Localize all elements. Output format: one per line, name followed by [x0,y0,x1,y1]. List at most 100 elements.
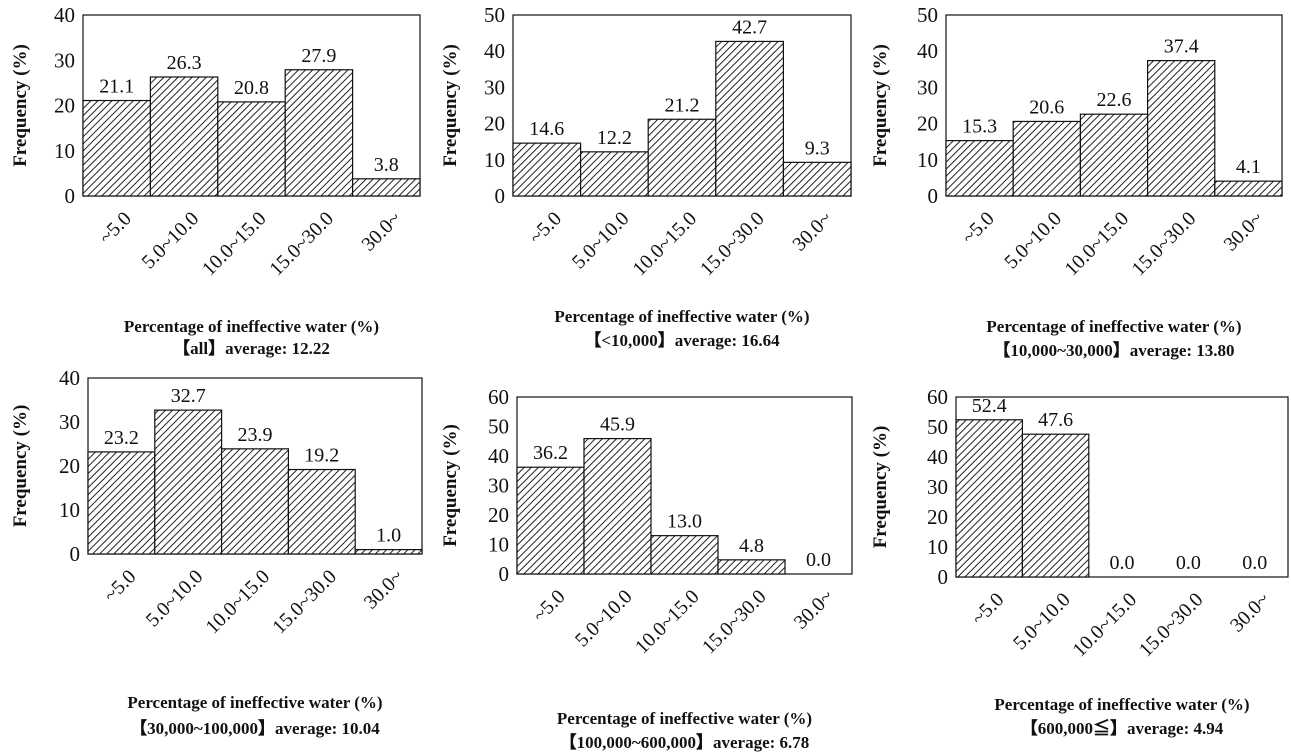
chart4-bar-3 [287,468,356,555]
chart2-value-label-2: 21.2 [665,94,700,116]
chart6-ytick-6: 60 [927,385,948,409]
chart2-ylabel: Frequency (%) [440,44,461,167]
chart6-value-label-4: 0.0 [1242,552,1267,574]
chart1-ylabel: Frequency (%) [10,44,31,167]
chart5-category-label-0: ~5.0 [529,586,570,627]
chart5-ytick-5: 50 [488,415,509,439]
chart6-bar-0 [955,419,1024,578]
chart6-ytick-4: 40 [927,445,948,469]
chart4-value-label-3: 19.2 [304,445,339,467]
chart6-value-label-0: 52.4 [972,395,1007,417]
chart4-ytick-3: 30 [59,410,80,434]
chart1-ytick-4: 40 [54,3,75,27]
chart1-value-label-4: 3.8 [374,154,399,176]
chart5-bar-0 [516,466,585,575]
chart3-ylabel: Frequency (%) [870,44,891,167]
chart4-value-label-2: 23.9 [238,424,273,446]
chart6-ytick-0: 0 [938,565,949,589]
chart5-value-label-0: 36.2 [533,442,568,464]
chart4-ytick-2: 20 [59,454,80,478]
chart1-ytick-3: 30 [54,48,75,72]
chart5-value-label-1: 45.9 [600,414,635,436]
chart5-ytick-0: 0 [499,562,510,586]
chart6-ytick-3: 30 [927,475,948,499]
chart2-category-label-3: 15.0~30.0 [696,208,769,281]
chart1-ytick-2: 20 [54,94,75,118]
chart5-value-label-4: 0.0 [806,549,831,571]
chart6-ytick-5: 50 [927,415,948,439]
chart5-bar-2 [650,535,719,575]
chart6-svg: 0 10 20 30 40 50 60 Frequency (%) 52.4 47.6 0.0 0.0… [870,385,1289,661]
chart4-category-label-0: ~5.0 [100,566,141,607]
chart5-bar-1 [583,437,652,575]
chart6-ylabel: Frequency (%) [870,426,891,549]
chart4-value-label-1: 32.7 [171,385,206,407]
chart1-category-label-4: 30.0~ [357,207,405,255]
chart4-title: 【30,000~100,000】average: 10.04 [130,719,380,738]
chart3-value-label-3: 37.4 [1164,36,1199,58]
chart5-bar-3 [717,559,786,575]
chart4-bar-4 [354,549,423,555]
chart4-bar-1 [154,409,223,555]
chart2-category-label-2: 10.0~15.0 [628,208,701,281]
chart5-ytick-2: 20 [488,503,509,527]
chart5-category-label-1: 5.0~10.0 [571,586,637,652]
chart5-ytick-6: 60 [488,385,509,409]
chart1-svg: 0 10 20 30 40 Frequency (%) 21.1 26.3 20.8 27.9 3.… [10,3,421,281]
chart5-value-label-2: 13.0 [667,511,702,533]
chart6-category-label-1: 5.0~10.0 [1009,589,1075,655]
chart4-category-label-3: 15.0~30.0 [268,566,341,639]
chart6-value-label-2: 0.0 [1110,552,1135,574]
chart2-value-label-0: 14.6 [529,118,564,140]
chart1-title: 【all】average: 12.22 [173,339,330,358]
chart2-ytick-0: 0 [495,184,506,208]
chart3-category-label-4: 30.0~ [1220,207,1268,255]
chart1-category-label-3: 15.0~30.0 [265,208,338,281]
chart3-bar-1 [1012,120,1081,197]
chart1-bar-2 [217,101,286,197]
chart3-value-label-1: 20.6 [1029,96,1064,118]
chart2-title: 【<10,000】average: 16.64 [584,331,780,350]
chart5-title: 【100,000~600,000】average: 6.78 [559,733,810,752]
chart3-ytick-3: 30 [917,75,938,99]
chart2-value-label-4: 9.3 [805,137,830,159]
chart4-svg: 0 10 20 30 40 Frequency (%) 23.2 32.7 23.9 19.2 1.… [10,370,423,639]
chart3-ytick-4: 40 [917,39,938,63]
chart2-ytick-1: 10 [484,148,505,172]
chart2-value-label-1: 12.2 [597,127,632,149]
chart3-ytick-5: 50 [917,3,938,27]
chart3-value-label-2: 22.6 [1097,89,1132,111]
chart1-value-label-1: 26.3 [167,52,202,74]
chart1-value-label-0: 21.1 [99,76,134,98]
chart4-value-label-4: 1.0 [376,525,401,547]
chart5-ytick-4: 40 [488,444,509,468]
chart5-category-label-3: 15.0~30.0 [698,586,771,659]
chart4-category-label-4: 30.0~ [360,565,408,613]
chart6-category-label-4: 30.0~ [1226,588,1274,636]
chart5-xlabel: Percentage of ineffective water (%) [556,709,813,728]
chart2-ytick-5: 50 [484,3,505,27]
chart3-bar-4 [1214,180,1283,197]
chart3-ytick-0: 0 [928,184,939,208]
chart4-xlabel: Percentage of ineffective water (%) [127,693,383,712]
chart6-category-label-0: ~5.0 [967,589,1008,630]
chart2-category-label-4: 30.0~ [788,207,836,255]
chart1-bar-0 [82,99,152,197]
chart6-title: 【600,000≦】average: 4.94 [1020,719,1224,738]
chart5-ylabel: Frequency (%) [440,424,461,547]
chart3-svg: 0 10 20 30 40 50 Frequency (%) 15.3 20.6 22.6 37.4… [870,3,1283,280]
chart3-xlabel: Percentage of ineffective water (%) [986,317,1242,336]
chart3-bar-2 [1079,113,1149,197]
chart1-value-label-3: 27.9 [301,45,336,67]
chart1-category-label-1: 5.0~10.0 [138,208,204,274]
chart2-bar-0 [512,142,582,197]
chart2-ytick-4: 40 [484,39,505,63]
chart3-ytick-2: 20 [917,112,938,136]
chart1-category-label-2: 10.0~15.0 [198,208,271,281]
chart2-bar-2 [647,118,717,197]
chart5-ytick-1: 10 [488,533,509,557]
chart5-ytick-3: 30 [488,474,509,498]
chart5-category-label-2: 10.0~15.0 [631,586,704,659]
chart4-value-label-0: 23.2 [104,427,139,449]
